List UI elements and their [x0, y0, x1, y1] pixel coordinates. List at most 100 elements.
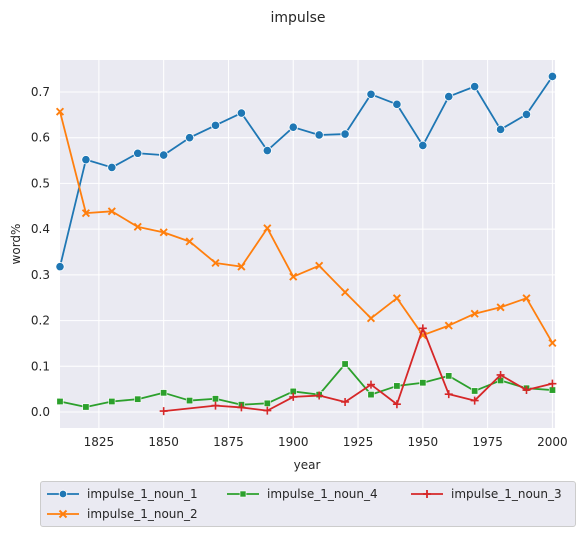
series-impulse_1_noun_2 — [55, 107, 557, 348]
data-point — [237, 262, 246, 271]
data-point — [211, 258, 220, 268]
y-tick-label: 0.7 — [31, 85, 50, 99]
data-point — [522, 294, 531, 303]
data-point — [263, 399, 271, 407]
data-point — [288, 122, 298, 132]
data-point — [366, 314, 376, 323]
data-point — [471, 387, 479, 395]
data-point — [340, 129, 350, 139]
data-point — [134, 395, 142, 403]
data-point — [315, 261, 324, 270]
legend-item-noun-3: impulse_1_noun_3 — [411, 487, 562, 501]
legend-item-noun-1: impulse_1_noun_1 — [47, 487, 198, 501]
y-tick-label: 0.1 — [31, 359, 50, 373]
series-line — [59, 111, 554, 344]
data-point — [211, 395, 219, 403]
series-impulse_1_noun_1 — [55, 71, 558, 272]
data-point — [159, 150, 169, 160]
data-point — [341, 397, 350, 406]
series-line — [59, 363, 553, 408]
data-point — [315, 391, 324, 400]
x-tick-label: 1950 — [408, 435, 439, 449]
legend-label-noun-4: impulse_1_noun_4 — [267, 487, 378, 501]
x-tick-label: 1850 — [148, 435, 179, 449]
legend-swatch-noun-2 — [47, 509, 79, 519]
data-point — [55, 262, 65, 272]
legend-swatch-noun-4 — [227, 490, 259, 498]
data-point — [263, 224, 272, 233]
y-tick-label: 0.2 — [31, 314, 50, 328]
data-point — [548, 386, 556, 394]
grid-lines — [60, 60, 555, 428]
data-point — [470, 81, 480, 92]
y-tick-label: 0.6 — [31, 131, 50, 145]
data-point — [392, 99, 402, 109]
x-axis-label: year — [294, 458, 321, 472]
data-point — [392, 294, 401, 303]
plot-area — [60, 60, 555, 428]
data-point — [470, 396, 479, 405]
legend: impulse_1_noun_1 impulse_1_noun_2 impuls… — [40, 481, 576, 527]
data-point — [444, 390, 453, 399]
data-point — [107, 207, 116, 216]
axis-ticks: 1825 1850 1875 1900 1925 1950 1975 2000 0.0 0.1 0.… — [31, 85, 568, 449]
data-point — [81, 155, 91, 165]
data-point — [159, 228, 168, 237]
data-point — [107, 162, 117, 173]
legend-swatch-noun-3 — [411, 490, 443, 498]
data-point — [341, 288, 350, 297]
data-point — [289, 392, 298, 401]
x-tick-label: 1925 — [343, 435, 374, 449]
chart-title: impulse — [270, 10, 325, 26]
data-point — [184, 133, 195, 143]
x-tick-label: 1825 — [84, 435, 115, 449]
data-point — [548, 379, 557, 388]
x-tick-label: 1900 — [278, 435, 309, 449]
data-point — [289, 272, 298, 281]
y-tick-label: 0.4 — [31, 222, 50, 236]
data-point — [418, 324, 427, 333]
data-point — [211, 401, 220, 410]
series-group — [55, 71, 558, 416]
data-point — [495, 124, 506, 135]
data-point — [444, 321, 453, 330]
data-point — [262, 145, 272, 156]
x-tick-label: 1875 — [213, 435, 244, 449]
data-point — [263, 406, 272, 415]
data-point — [133, 148, 143, 158]
legend-label-noun-2: impulse_1_noun_2 — [87, 507, 198, 521]
legend-item-noun-4: impulse_1_noun_4 — [227, 487, 378, 501]
data-point — [393, 382, 401, 390]
data-point — [496, 303, 505, 312]
y-tick-label: 0.5 — [31, 176, 50, 190]
data-point — [341, 360, 349, 368]
y-tick-label: 0.0 — [31, 405, 50, 419]
data-point — [547, 71, 558, 82]
data-point — [418, 140, 428, 151]
data-point — [56, 397, 64, 405]
y-tick-label: 0.3 — [31, 268, 50, 282]
data-point — [496, 370, 505, 379]
legend-label-noun-1: impulse_1_noun_1 — [87, 487, 198, 501]
legend-item-noun-2: impulse_1_noun_2 — [47, 507, 198, 521]
data-point — [314, 130, 324, 140]
data-point — [81, 209, 90, 218]
data-point — [159, 407, 168, 416]
series-impulse_1_noun_4 — [56, 360, 556, 411]
data-point — [445, 372, 453, 380]
data-point — [521, 109, 532, 120]
x-tick-label: 2000 — [537, 435, 568, 449]
legend-label-noun-3: impulse_1_noun_3 — [451, 487, 562, 501]
data-point — [185, 237, 194, 246]
x-tick-label: 1975 — [472, 435, 503, 449]
data-point — [366, 89, 376, 99]
legend-swatch-noun-1 — [47, 489, 79, 499]
data-point — [236, 108, 247, 118]
data-point — [237, 403, 246, 412]
data-point — [444, 91, 454, 102]
data-point — [392, 400, 401, 409]
data-point — [160, 389, 168, 397]
data-point — [82, 403, 90, 411]
data-point — [522, 386, 531, 395]
